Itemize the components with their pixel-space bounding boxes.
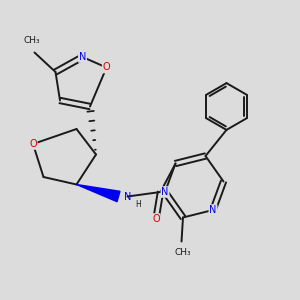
Text: O: O <box>29 139 37 149</box>
Text: N: N <box>124 192 131 203</box>
Text: N: N <box>209 205 217 215</box>
Text: CH₃: CH₃ <box>175 248 191 257</box>
Text: O: O <box>103 62 110 73</box>
Text: N: N <box>161 187 169 197</box>
Text: CH₃: CH₃ <box>24 36 40 45</box>
Text: O: O <box>152 214 160 224</box>
Text: N: N <box>79 52 86 62</box>
Polygon shape <box>76 184 120 202</box>
Text: H: H <box>135 200 141 209</box>
